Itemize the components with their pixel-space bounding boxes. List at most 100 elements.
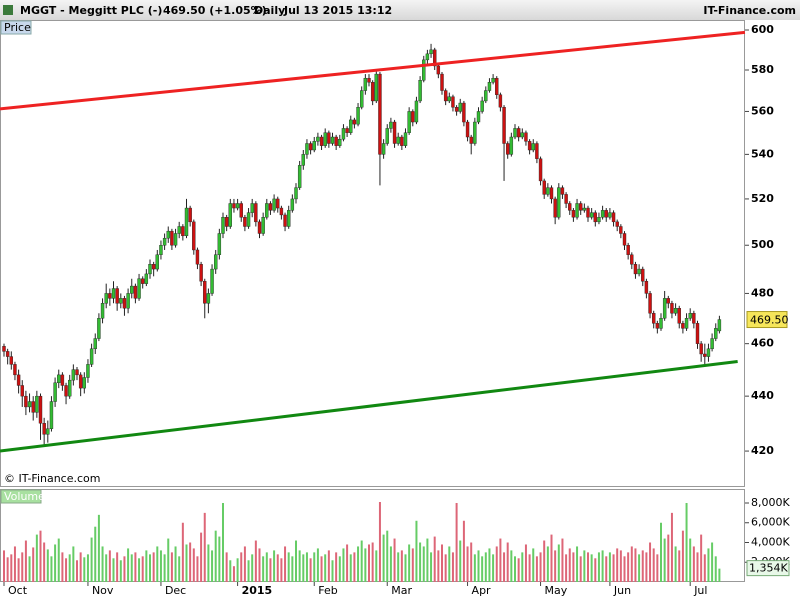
y-tick-label: 500 <box>751 238 774 251</box>
candle-body <box>82 377 87 389</box>
candle-body <box>155 254 160 270</box>
candle-body <box>557 187 561 218</box>
candle-body <box>254 203 258 223</box>
volume-bar <box>320 556 323 582</box>
candle-body <box>279 207 284 216</box>
y-tick-label: 6,000K <box>751 516 790 529</box>
y-tick-label: 540 <box>751 147 774 160</box>
volume-bar <box>335 552 338 582</box>
candle-body <box>71 369 76 381</box>
volume-bar <box>46 549 49 582</box>
volume-bar <box>524 544 527 582</box>
candle-body <box>184 207 189 237</box>
x-tick-label: Nov <box>92 584 114 597</box>
volume-bar <box>572 552 575 582</box>
volume-bar <box>324 554 327 582</box>
volume-bar <box>39 530 42 582</box>
volume-bar <box>313 552 316 582</box>
candle-body <box>659 318 663 329</box>
candle-body <box>714 328 718 339</box>
volume-bar <box>284 546 287 582</box>
candle-body <box>385 128 389 144</box>
candle-body <box>276 198 280 209</box>
volume-bar <box>331 560 334 582</box>
volume-bar <box>663 538 666 582</box>
volume-bar <box>448 546 451 582</box>
x-tick-label: Jun <box>613 584 631 597</box>
candle-body <box>604 210 608 218</box>
candle-body <box>206 293 211 304</box>
y-tick-label: 600 <box>751 23 774 36</box>
volume-bar <box>105 554 108 582</box>
volume-bar <box>386 530 389 582</box>
volume-bar <box>349 554 352 582</box>
candle-body <box>246 212 251 227</box>
candle-body <box>323 132 327 146</box>
volume-bar <box>568 548 571 582</box>
candle-body <box>228 203 233 227</box>
volume-bar <box>338 556 341 582</box>
volume-bar <box>123 556 126 582</box>
y-tick-label: 580 <box>751 63 774 76</box>
candle-body <box>418 80 422 102</box>
candle-body <box>710 338 714 350</box>
volume-bar <box>393 538 396 582</box>
volume-bar <box>404 554 407 582</box>
candle-body <box>374 73 378 102</box>
candle-body <box>476 111 481 123</box>
candle-body <box>53 382 57 402</box>
volume-bar <box>422 546 425 582</box>
volume-bar <box>112 558 115 582</box>
volume-bar <box>656 554 659 582</box>
volume-bar <box>608 552 611 582</box>
candle-body <box>86 364 90 378</box>
volume-bar <box>660 522 662 582</box>
candle-body <box>27 401 32 408</box>
volume-bar <box>222 502 224 582</box>
volume-bar <box>174 546 177 582</box>
candle-body <box>78 374 83 389</box>
volume-bar <box>108 550 111 582</box>
y-tick-label: 8,000K <box>751 496 790 509</box>
volume-bar <box>539 552 542 582</box>
candle-body <box>235 203 240 209</box>
candle-body <box>447 96 451 102</box>
trendline <box>0 30 746 111</box>
volume-bar <box>189 542 192 582</box>
candle-body <box>706 348 711 357</box>
candle-body <box>644 280 649 294</box>
volume-bar <box>601 550 604 582</box>
x-tick-label: Oct <box>8 584 28 597</box>
candle-body <box>140 278 145 284</box>
volume-bar <box>225 552 228 582</box>
candle-body <box>261 217 265 234</box>
candle-body <box>221 217 225 234</box>
volume-bar <box>473 554 476 582</box>
candle-body <box>166 230 170 239</box>
candle-body <box>597 217 601 223</box>
volume-bar <box>295 540 297 582</box>
candle-body <box>224 217 229 227</box>
volume-bar <box>254 540 257 582</box>
volume-bar <box>652 548 655 582</box>
volume-bar <box>492 554 495 582</box>
volume-bar <box>357 546 360 582</box>
volume-bar <box>437 550 440 582</box>
volume-bar <box>426 538 429 582</box>
candle-body <box>352 119 357 125</box>
candle-body <box>151 264 156 270</box>
candle-body <box>232 203 236 209</box>
volume-bar <box>587 552 589 582</box>
volume-bar <box>240 552 243 582</box>
volume-bar <box>517 558 520 582</box>
candle-body <box>429 49 433 55</box>
volume-bar <box>6 557 9 582</box>
candle-body <box>130 285 134 294</box>
volume-bar <box>211 550 214 582</box>
candle-body <box>5 351 10 357</box>
volume-bar <box>419 542 422 582</box>
candle-body <box>2 346 6 352</box>
candle-body <box>703 353 707 357</box>
volume-bar <box>718 568 721 582</box>
